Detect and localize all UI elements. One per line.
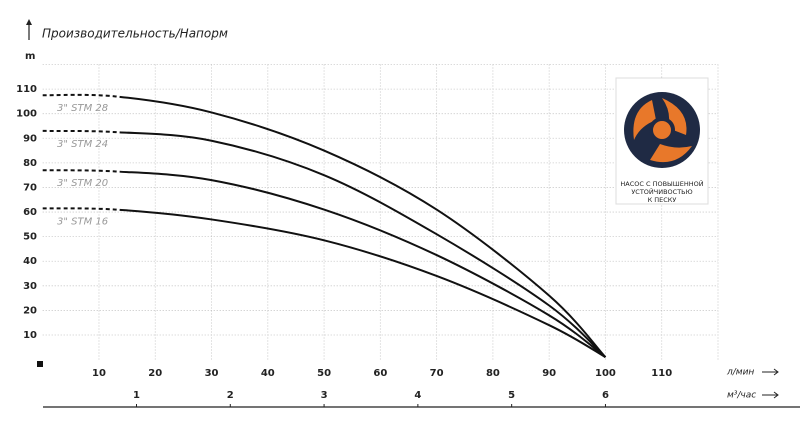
x-tick-label: 80 [486, 368, 500, 379]
series-label: 3" STM 28 [57, 103, 108, 114]
badge-text: УСТОЙЧИВОСТЬЮ [631, 187, 692, 196]
x-tick-label: 30 [205, 368, 219, 379]
badge: НАСОС С ПОВЫШЕННОЙ УСТОЙЧИВОСТЬЮ К ПЕСКУ [615, 77, 709, 205]
y-tick-label: 10 [23, 330, 37, 341]
badge-text: НАСОС С ПОВЫШЕННОЙ [620, 179, 703, 188]
series-label: 3" STM 20 [57, 178, 108, 189]
y-tick-label: 60 [23, 207, 37, 218]
x2-axis-label: м³/час [727, 391, 756, 401]
y-tick-label: 80 [23, 158, 37, 169]
x2-tick-label: 6 [602, 390, 609, 401]
curve [42, 93, 607, 358]
y-axis-label: m [25, 51, 35, 62]
x2-arrow [762, 391, 779, 399]
x2-tick-label: 2 [227, 390, 234, 401]
curve [42, 129, 607, 358]
x2-tick-label: 3 [321, 390, 328, 401]
y-tick-label: 90 [23, 133, 37, 144]
x-tick-label: 90 [542, 368, 556, 379]
x-tick-label: 20 [148, 368, 162, 379]
y-tick-label: 40 [23, 256, 37, 267]
x-arrow [762, 368, 779, 376]
y-tick-label: 110 [16, 84, 37, 95]
x-axis-label: л/мин [726, 368, 754, 378]
y-tick-label: 30 [23, 281, 37, 292]
x-tick-label: 60 [373, 368, 387, 379]
series-label: 3" STM 24 [57, 139, 108, 150]
curve [42, 169, 607, 358]
origin-marker [37, 361, 43, 367]
curve [42, 207, 606, 359]
series-label: 3" STM 16 [57, 216, 108, 227]
y-tick-label: 70 [23, 182, 37, 193]
x2-tick-label: 4 [414, 390, 421, 401]
y-tick-label: 100 [16, 109, 37, 120]
badge-blades [633, 98, 692, 163]
badge-text: К ПЕСКУ [648, 196, 677, 204]
y-tick-label: 20 [23, 305, 37, 316]
x-tick-label: 50 [317, 368, 331, 379]
chart-title: Производительность/Напорм [42, 27, 228, 41]
x-tick-label: 110 [651, 368, 672, 379]
badge-hub [649, 117, 675, 143]
y-tick-label: 50 [23, 232, 37, 243]
x-tick-label: 100 [595, 368, 616, 379]
x2-tick-label: 5 [508, 390, 515, 401]
x-tick-label: 70 [430, 368, 444, 379]
x2-tick-label: 1 [133, 390, 140, 401]
x-tick-label: 40 [261, 368, 275, 379]
y-arrow-head [26, 19, 32, 25]
x-tick-label: 10 [92, 368, 106, 379]
